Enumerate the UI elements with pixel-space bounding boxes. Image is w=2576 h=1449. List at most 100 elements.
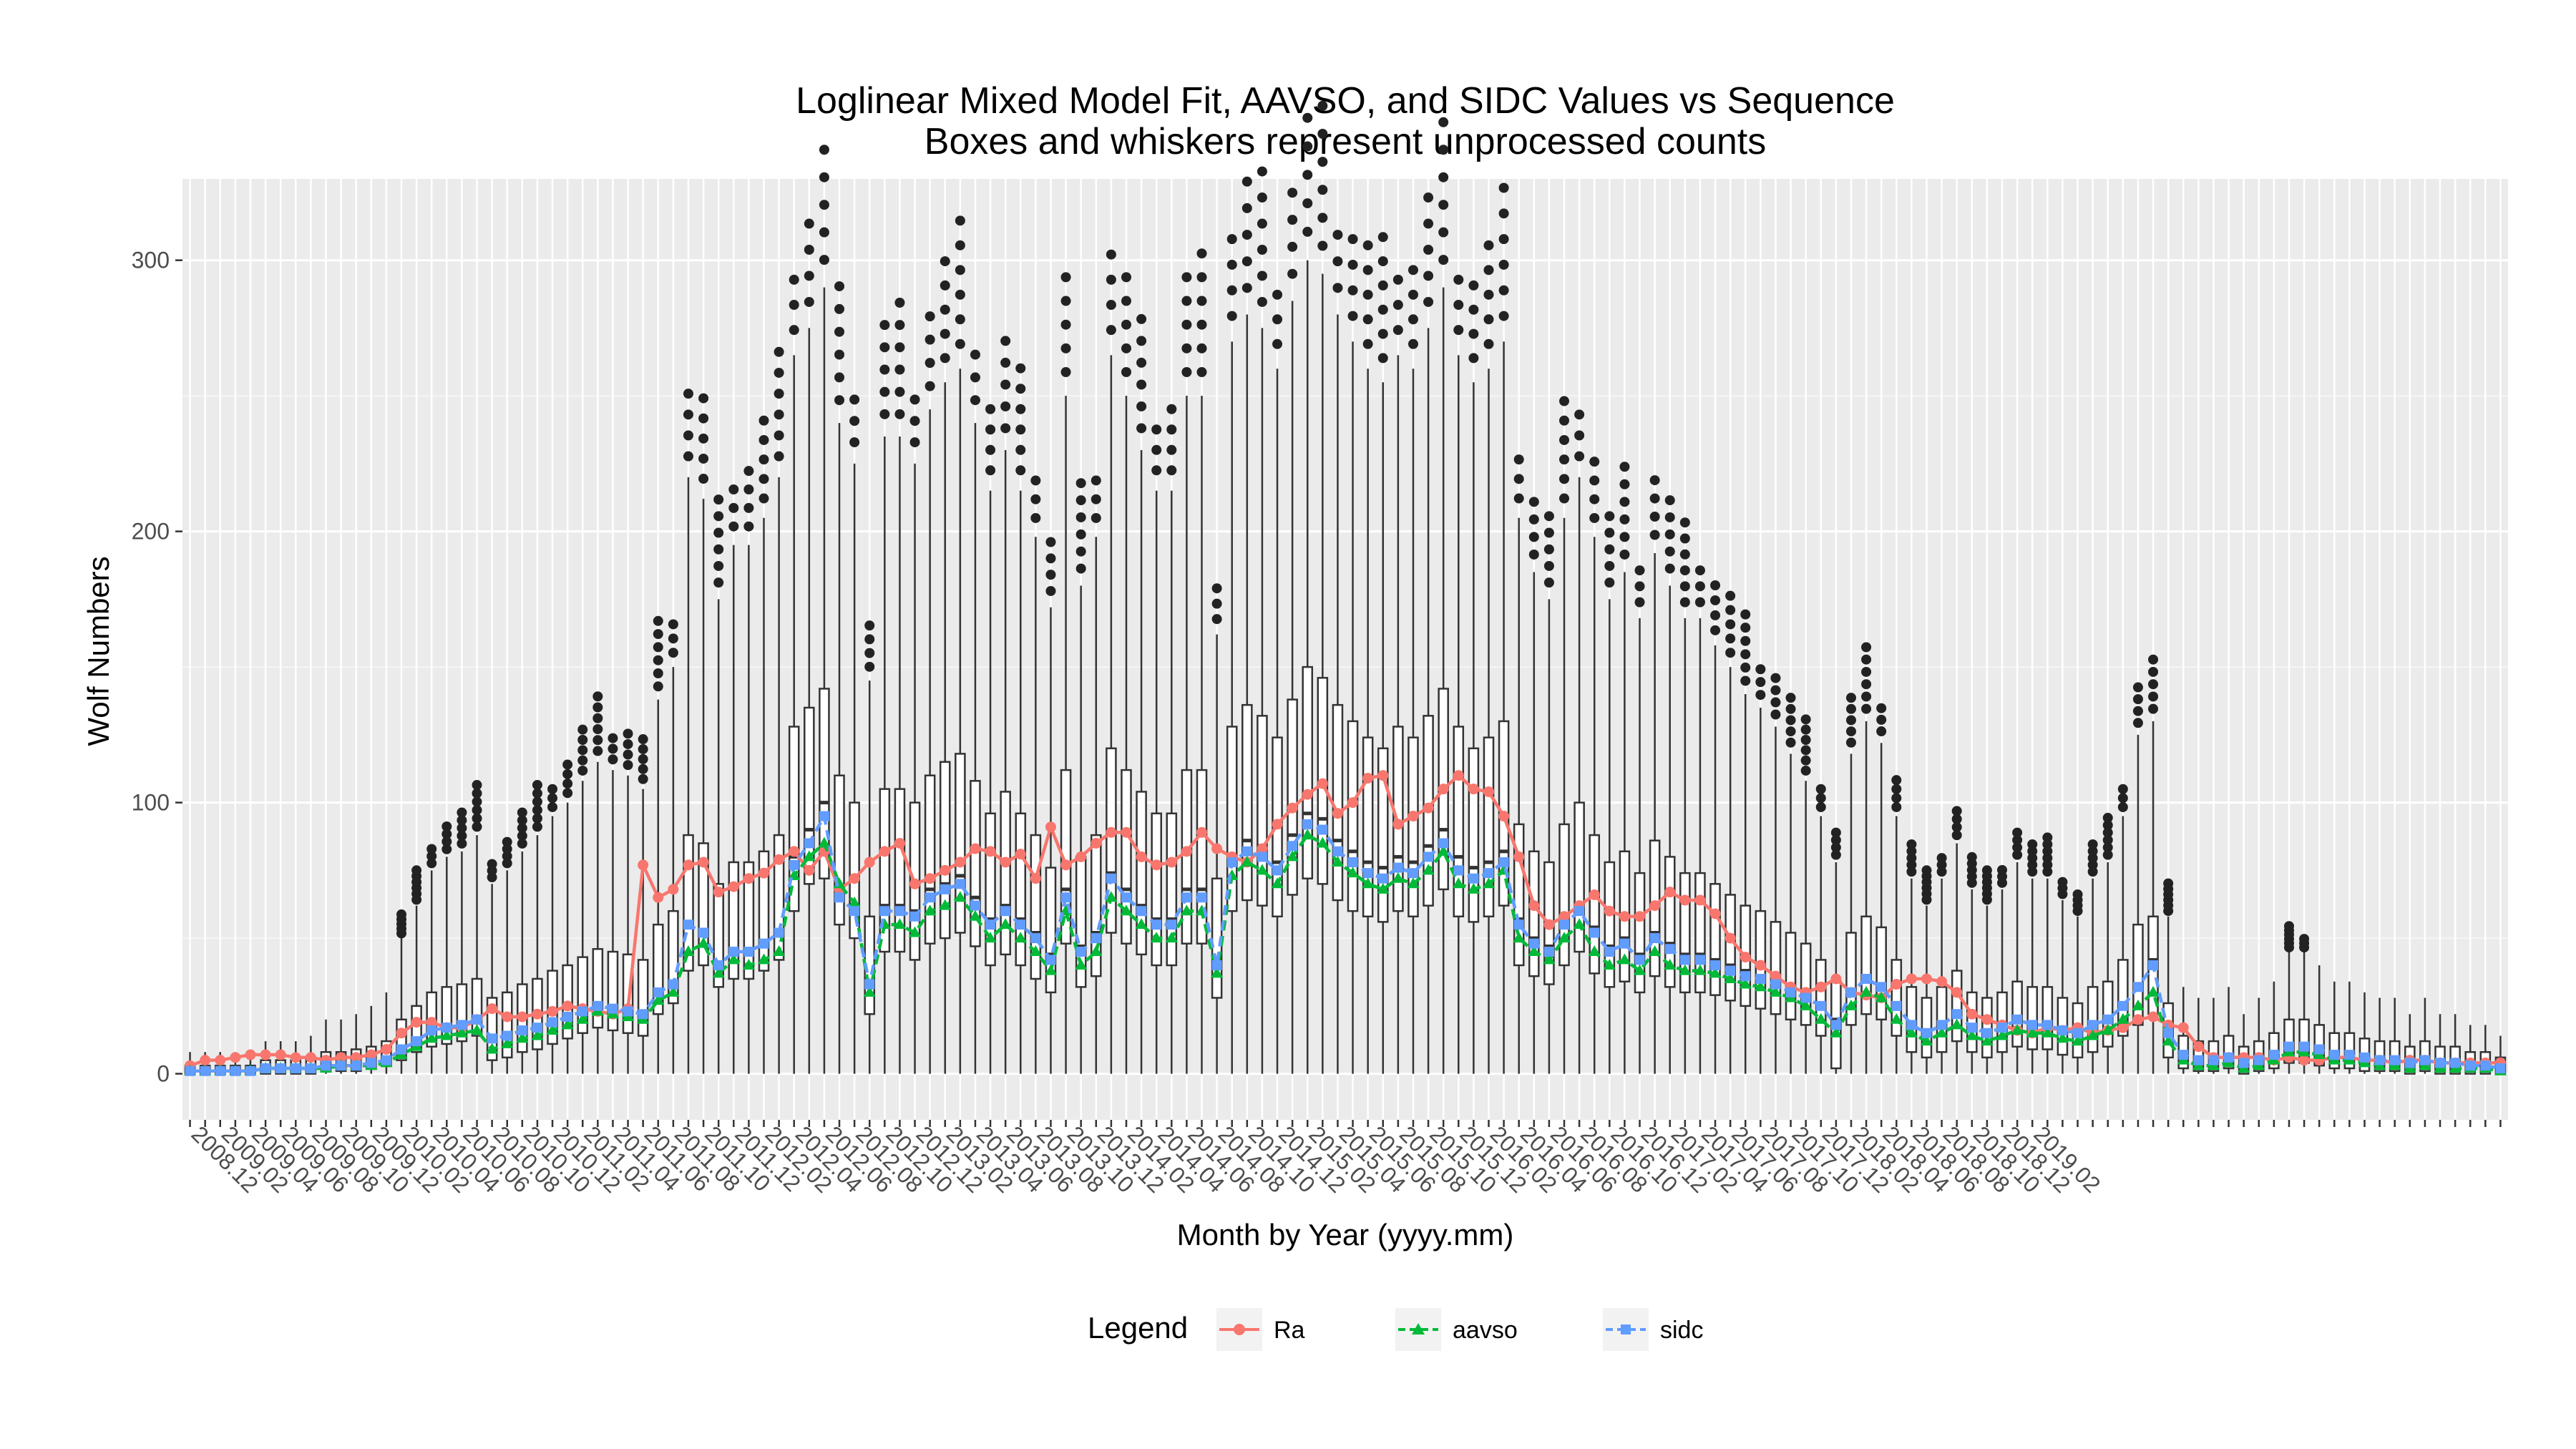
outlier-point <box>2132 682 2143 693</box>
point-aavso <box>1890 1013 1903 1024</box>
point-Ra <box>1075 851 1087 862</box>
point-sidc <box>1589 927 1600 938</box>
point-aavso <box>1180 904 1193 916</box>
point-Ra <box>774 854 785 865</box>
outlier-point <box>457 807 467 818</box>
point-sidc <box>924 892 935 903</box>
point-aavso <box>1392 872 1405 883</box>
point-aavso <box>1996 1029 2009 1040</box>
point-Ra <box>1453 770 1464 781</box>
point-sidc <box>1710 960 1721 970</box>
outlier-point <box>728 521 739 532</box>
outlier-point <box>653 681 663 692</box>
outlier-point <box>698 474 709 484</box>
point-Ra <box>638 859 649 871</box>
point-aavso <box>425 1032 438 1043</box>
outlier-point <box>1634 581 1645 592</box>
outlier-point <box>940 353 950 364</box>
point-sidc <box>653 987 663 997</box>
point-aavso <box>1679 964 1692 975</box>
point-Ra <box>487 1003 498 1015</box>
point-Ra <box>1091 837 1102 849</box>
point-sidc <box>1679 955 1690 965</box>
box <box>1257 715 1268 907</box>
outlier-point <box>1060 296 1071 306</box>
point-Ra <box>275 1049 286 1060</box>
point-sidc <box>1045 955 1056 965</box>
point-Ra <box>728 881 739 892</box>
point-sidc <box>1332 846 1343 857</box>
point-aavso <box>924 904 937 916</box>
boxplot-month <box>819 145 830 1074</box>
outlier-point <box>894 342 905 353</box>
point-aavso <box>501 1037 514 1048</box>
box <box>1558 823 1570 967</box>
point-sidc <box>743 947 754 957</box>
outlier-point <box>1166 465 1177 476</box>
point-sidc <box>1287 841 1298 852</box>
point-sidc <box>1997 1023 2008 1033</box>
outlier-point <box>1121 319 1131 330</box>
outlier-point <box>970 395 980 406</box>
outlier-point <box>1740 649 1751 660</box>
point-Ra <box>426 1017 437 1028</box>
point-sidc <box>623 1006 633 1017</box>
boxplot-month <box>1981 865 1993 1074</box>
point-sidc <box>2132 982 2143 992</box>
outlier-point <box>1121 272 1131 283</box>
point-sidc <box>864 979 875 990</box>
outlier-point <box>1619 532 1630 542</box>
box <box>2026 986 2039 1050</box>
box <box>1800 942 1812 1026</box>
point-sidc <box>275 1063 286 1073</box>
outlier-point <box>1045 585 1056 596</box>
point-aavso <box>2056 1032 2069 1043</box>
outlier-point <box>1015 424 1026 435</box>
point-Ra <box>1060 859 1072 871</box>
outlier-point <box>909 416 920 426</box>
y-tick-label: 100 <box>132 790 170 816</box>
outlier-point <box>940 256 950 267</box>
point-Ra <box>396 1028 407 1039</box>
outlier-point <box>1906 839 1917 849</box>
outlier-point <box>1679 549 1690 560</box>
outlier-point <box>985 404 996 414</box>
outlier-point <box>1060 319 1071 330</box>
outlier-point <box>1136 379 1147 390</box>
box <box>1000 791 1011 956</box>
outlier-point <box>1106 300 1116 311</box>
point-aavso <box>1543 953 1556 965</box>
outlier-point <box>1710 610 1721 620</box>
outlier-point <box>1241 283 1252 293</box>
outlier-point <box>2148 691 2159 702</box>
outlier-point <box>1347 259 1358 270</box>
point-aavso <box>1573 918 1586 930</box>
point-sidc <box>728 947 739 957</box>
point-sidc <box>1755 973 1766 984</box>
box <box>924 774 936 945</box>
outlier-point <box>955 289 965 300</box>
outlier-point <box>2072 889 2083 900</box>
outlier-point <box>909 394 920 405</box>
point-sidc <box>532 1023 542 1033</box>
outlier-point <box>1861 679 1872 690</box>
point-aavso <box>773 945 786 957</box>
point-sidc <box>1272 865 1283 876</box>
outlier-point <box>1317 185 1328 195</box>
outlier-point <box>592 746 603 756</box>
outlier-point <box>834 326 845 337</box>
point-Ra <box>2147 1011 2159 1023</box>
point-aavso <box>1029 945 1042 957</box>
series-line-Ra <box>189 773 2501 1068</box>
outlier-point <box>1755 677 1766 688</box>
point-Ra <box>305 1052 316 1063</box>
box <box>1528 850 1540 977</box>
outlier-point <box>1785 726 1796 737</box>
point-Ra <box>1362 773 1374 784</box>
outlier-point <box>1559 454 1570 465</box>
point-aavso <box>1075 958 1088 970</box>
boxplot-month <box>864 620 876 1074</box>
outlier-point <box>1211 598 1222 609</box>
point-sidc <box>2374 1055 2385 1065</box>
point-sidc <box>2117 1000 2128 1011</box>
